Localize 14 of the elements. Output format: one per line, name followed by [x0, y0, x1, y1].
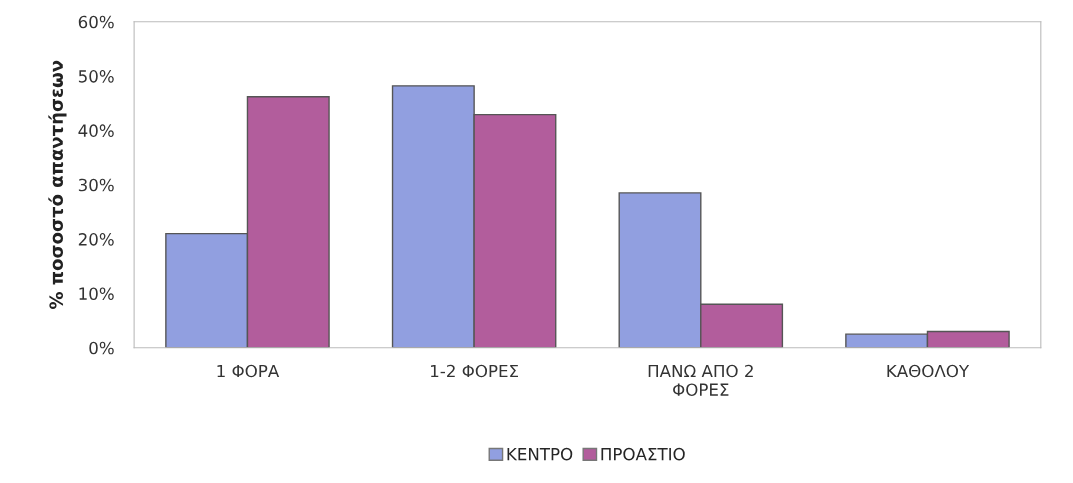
y-axis-title: % ποσοστό απαντήσεων — [48, 60, 67, 309]
y-tick-label: 20% — [78, 233, 114, 246]
x-tick-label: 1-2 ΦΟΡΕΣ — [431, 364, 518, 378]
y-tick-label: 40% — [78, 124, 114, 137]
y-tick-label: 60% — [78, 15, 114, 29]
y-tick-label: 30% — [78, 178, 114, 192]
x-tick-label: 1 ΦΟΡΑ — [217, 364, 280, 378]
x-tick-label: ΠΑΝΩ ΑΠΟ 2 ΦΟΡΕΣ — [648, 364, 753, 396]
y-tick-label: 0% — [89, 341, 114, 355]
x-tick-label: ΚΑΘΟΛΟΥ — [887, 364, 970, 378]
y-tick-label: 50% — [78, 70, 114, 83]
y-tick-label: 10% — [79, 287, 114, 300]
legend-label: ΠΡΟΑΣΤΙΟ — [601, 447, 685, 461]
legend-label: ΚΕΝΤΡΟ — [507, 447, 573, 461]
